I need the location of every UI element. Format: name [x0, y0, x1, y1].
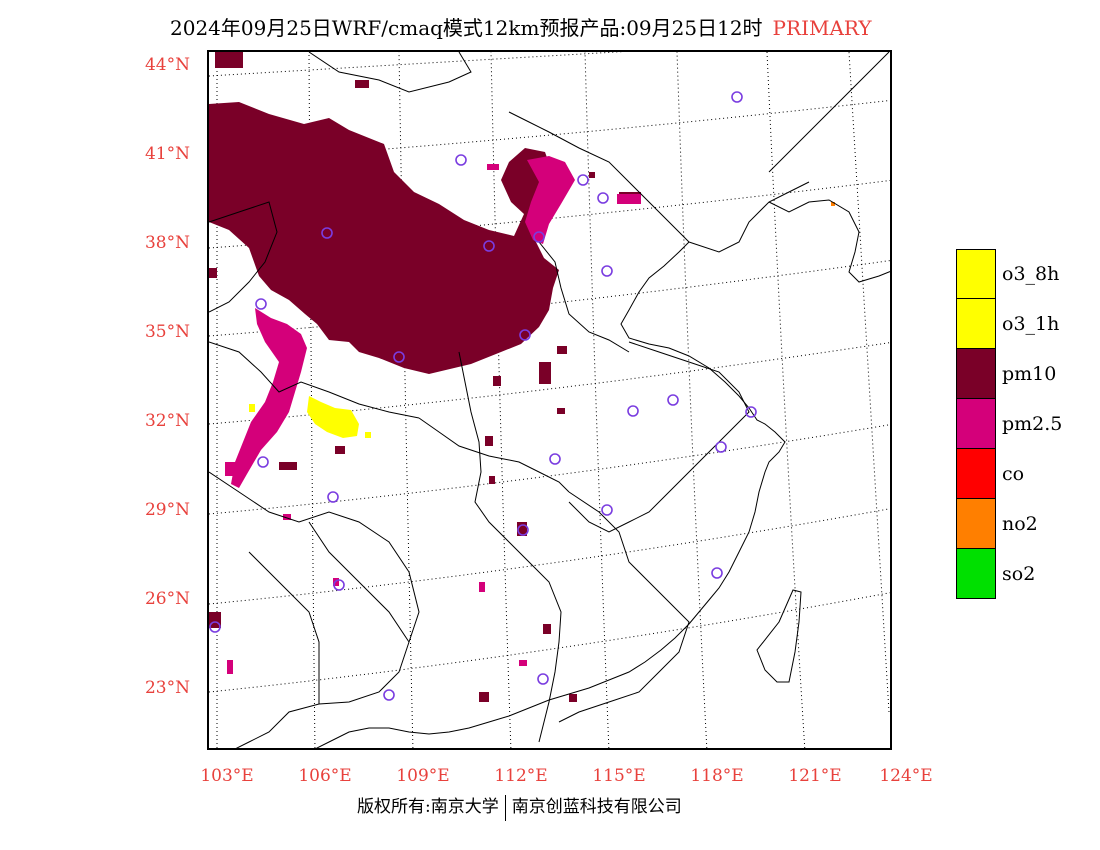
legend-label-pm25: pm2.5 — [1002, 413, 1063, 435]
lat-label-23: 23°N — [144, 678, 190, 698]
lon-label-106: 106°E — [298, 766, 352, 786]
o3-region — [249, 396, 371, 438]
legend-label-o3-8h: o3_8h — [1002, 263, 1060, 285]
lat-label-32: 32°N — [144, 411, 190, 431]
legend-label-so2: so2 — [1002, 563, 1036, 585]
lon-label-103: 103°E — [200, 766, 254, 786]
coastline — [315, 199, 890, 748]
lon-label-112: 112°E — [494, 766, 548, 786]
legend-swatch-pm10 — [956, 349, 996, 399]
legend-label-o3-1h: o3_1h — [1002, 313, 1060, 335]
lon-label-121: 121°E — [788, 766, 842, 786]
lat-label-44: 44°N — [144, 55, 190, 75]
legend-label-pm10: pm10 — [1002, 363, 1057, 385]
legend-swatch-pm25 — [956, 399, 996, 449]
no2-dot — [831, 202, 835, 206]
map-title: 2024年09月25日WRF/cmaq模式12km预报产品:09月25日12时 P… — [170, 12, 872, 41]
footer-left: 版权所有:南京大学 — [357, 797, 499, 817]
station-markers — [209, 91, 757, 701]
map-frame — [207, 50, 892, 750]
lon-label-109: 109°E — [396, 766, 450, 786]
title-text: 2024年09月25日WRF/cmaq模式12km预报产品:09月25日12时 — [170, 16, 763, 40]
legend-swatch-o3-8h — [956, 249, 996, 299]
legend-swatch-o3-1h — [956, 299, 996, 349]
footer-separator — [504, 794, 506, 821]
lon-label-115: 115°E — [592, 766, 646, 786]
legend-label-co: co — [1002, 463, 1025, 485]
lat-label-29: 29°N — [144, 500, 190, 520]
legend-swatch-no2 — [956, 499, 996, 549]
province-boundaries — [209, 52, 890, 748]
lat-label-35: 35°N — [144, 322, 190, 342]
pm25-region — [225, 156, 641, 674]
pm10-region — [209, 52, 641, 702]
title-tag: PRIMARY — [772, 16, 872, 40]
lat-label-38: 38°N — [144, 233, 190, 253]
legend-swatch-so2 — [956, 549, 996, 599]
lon-label-124: 124°E — [879, 766, 933, 786]
legend-label-no2: no2 — [1002, 513, 1038, 535]
footer-right: 南京创蓝科技有限公司 — [511, 797, 682, 817]
lon-label-118: 118°E — [690, 766, 744, 786]
lat-label-26: 26°N — [144, 589, 190, 609]
copyright-footer: 版权所有:南京大学 南京创蓝科技有限公司 — [357, 792, 682, 821]
legend-swatch-co — [956, 449, 996, 499]
lat-label-41: 41°N — [144, 144, 190, 164]
pollution-map — [209, 52, 890, 748]
